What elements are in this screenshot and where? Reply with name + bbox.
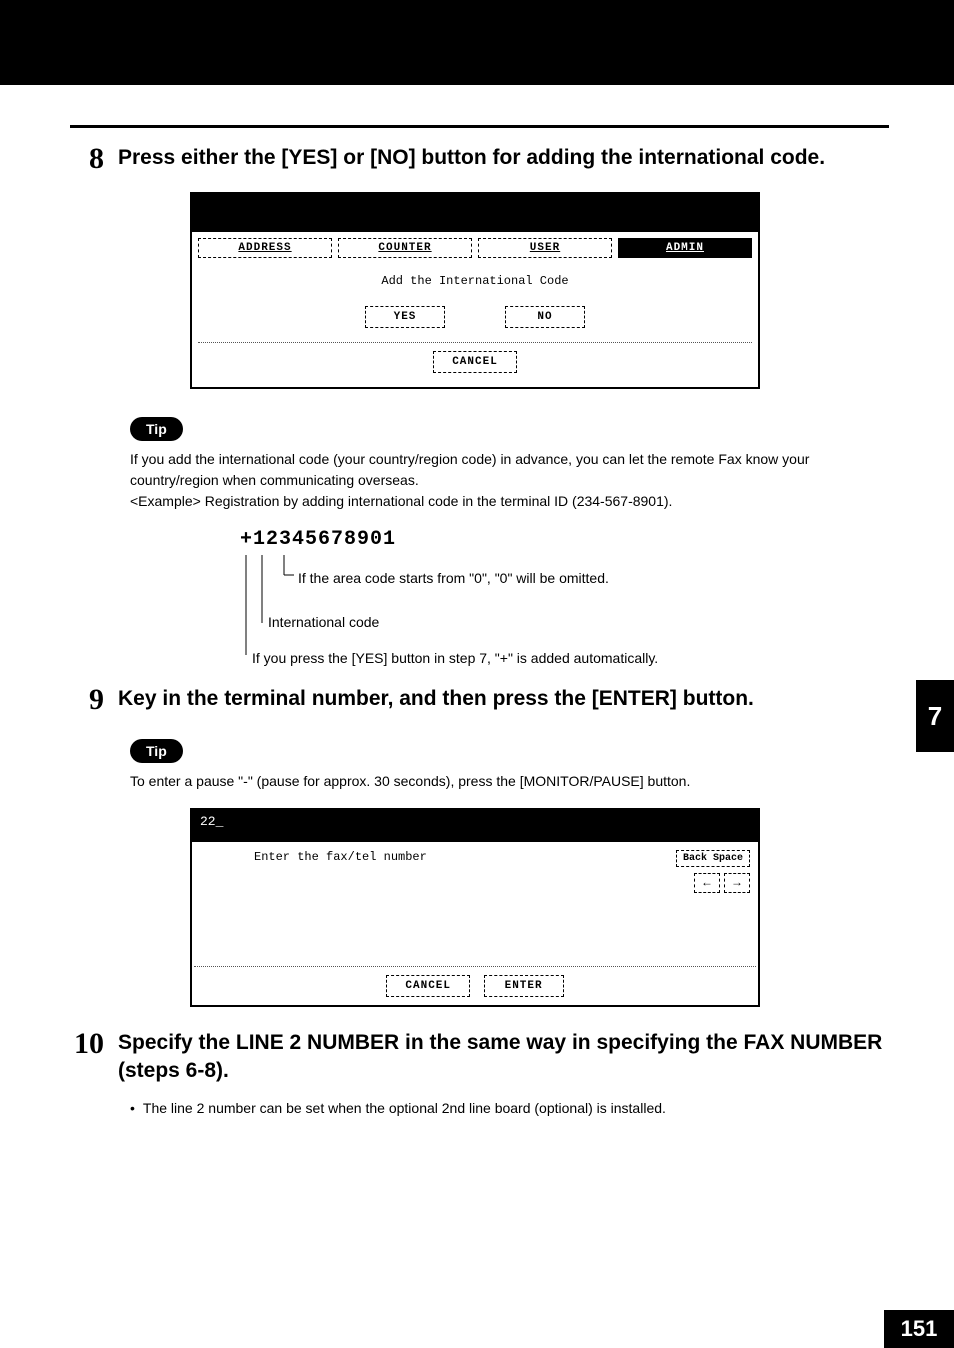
example-number: +12345678901 xyxy=(240,528,889,551)
tab-user[interactable]: USER xyxy=(478,238,612,258)
screen-intl-code: ADDRESS COUNTER USER ADMIN Add the Inter… xyxy=(190,192,760,389)
step-9: 9 Key in the terminal number, and then p… xyxy=(70,685,889,715)
example-block: +12345678901 If the area code starts fro… xyxy=(240,528,889,665)
step-number: 9 xyxy=(70,685,104,715)
backspace-button[interactable]: Back Space xyxy=(676,850,750,867)
tip-line-1: If you add the international code (your … xyxy=(130,451,809,488)
screen-input-display: 22_ xyxy=(192,810,758,842)
divider xyxy=(70,125,889,128)
tip-text: If you add the international code (your … xyxy=(130,449,889,512)
cancel-button[interactable]: CANCEL xyxy=(386,975,470,997)
screen-divider xyxy=(198,342,752,343)
example-caption-intl: International code xyxy=(268,611,379,635)
tip-badge: Tip xyxy=(130,739,183,763)
step-title: Specify the LINE 2 NUMBER in the same wa… xyxy=(118,1029,889,1086)
screen-tabs: ADDRESS COUNTER USER ADMIN xyxy=(192,232,758,258)
step-title: Key in the terminal number, and then pre… xyxy=(118,685,889,715)
header-blackbar xyxy=(0,0,954,85)
arrow-left-button[interactable]: ← xyxy=(694,873,720,893)
step-number: 10 xyxy=(70,1029,104,1086)
step-title: Press either the [YES] or [NO] button fo… xyxy=(118,144,889,174)
step-10-bullet: • The line 2 number can be set when the … xyxy=(130,1100,889,1116)
screen-terminal-number: 22_ Enter the fax/tel number Back Space … xyxy=(190,808,760,1007)
step-8: 8 Press either the [YES] or [NO] button … xyxy=(70,144,889,174)
tab-counter[interactable]: COUNTER xyxy=(338,238,472,258)
tab-admin[interactable]: ADMIN xyxy=(618,238,752,258)
step-number: 8 xyxy=(70,144,104,174)
bullet-text: The line 2 number can be set when the op… xyxy=(143,1100,666,1116)
example-caption-area: If the area code starts from "0", "0" wi… xyxy=(298,567,609,591)
enter-button[interactable]: ENTER xyxy=(484,975,564,997)
tip-text: To enter a pause "-" (pause for approx. … xyxy=(130,771,889,792)
screen-divider xyxy=(194,966,756,967)
cancel-button[interactable]: CANCEL xyxy=(433,351,517,373)
tip-badge: Tip xyxy=(130,417,183,441)
tab-address[interactable]: ADDRESS xyxy=(198,238,332,258)
no-button[interactable]: NO xyxy=(505,306,585,328)
yes-button[interactable]: YES xyxy=(365,306,445,328)
arrow-right-button[interactable]: → xyxy=(724,873,750,893)
step-10: 10 Specify the LINE 2 NUMBER in the same… xyxy=(70,1029,889,1086)
page-number: 151 xyxy=(884,1310,954,1348)
example-caption-plus: If you press the [YES] button in step 7,… xyxy=(252,647,658,671)
chapter-tab: 7 xyxy=(916,680,954,752)
bullet-icon: • xyxy=(130,1100,135,1116)
tip-line-2: <Example> Registration by adding interna… xyxy=(130,493,672,509)
screen-topbar xyxy=(192,194,758,232)
screen-prompt: Add the International Code xyxy=(196,274,754,288)
